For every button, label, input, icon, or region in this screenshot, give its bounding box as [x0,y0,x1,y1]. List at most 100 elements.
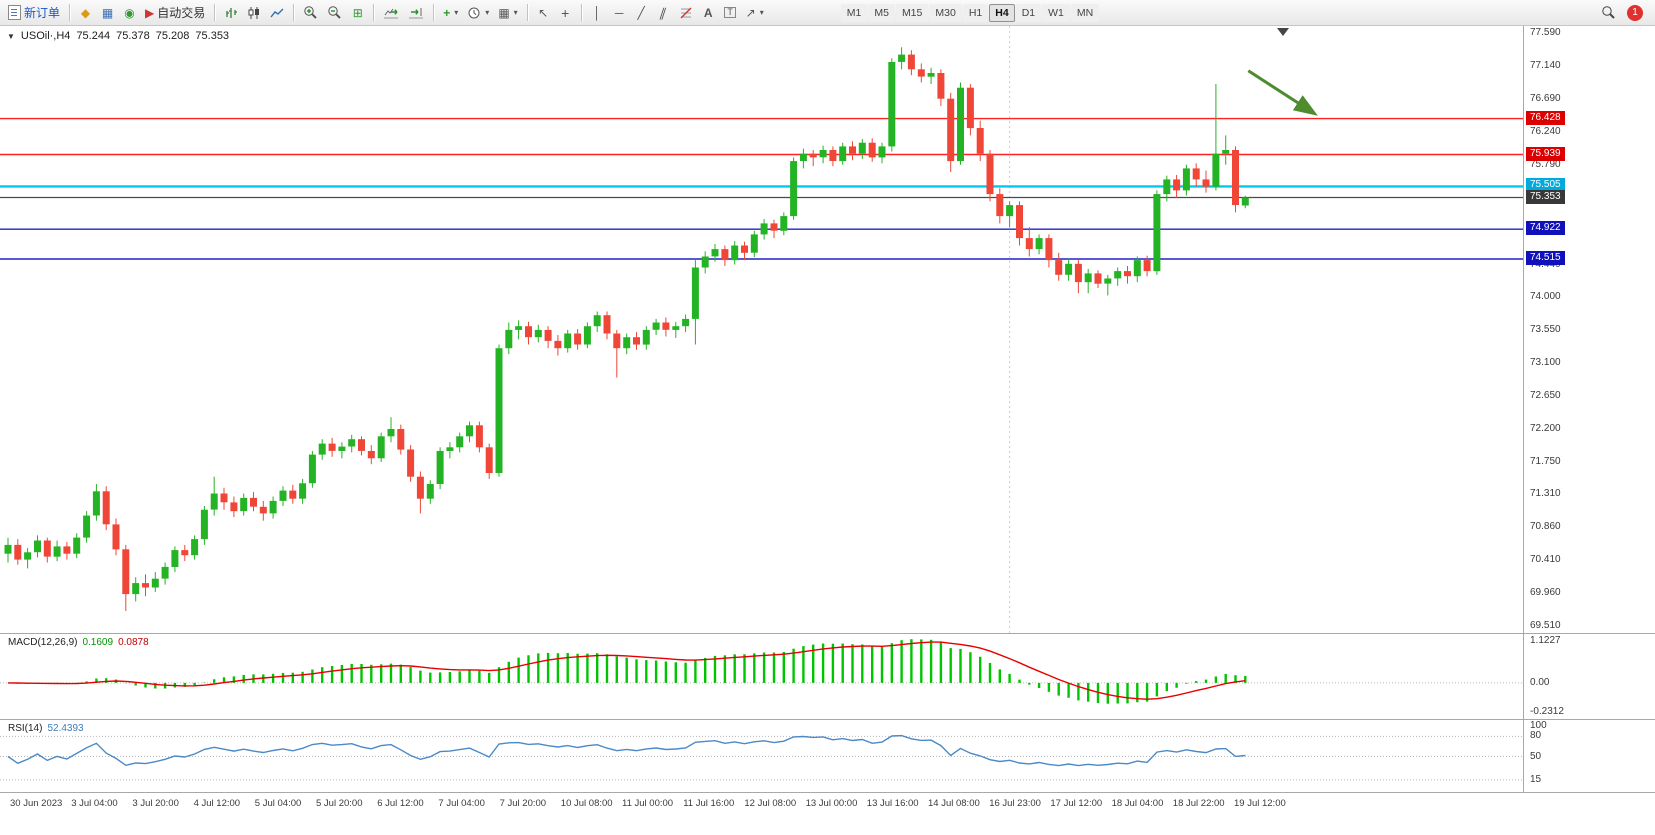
time-axis-label: 3 Jul 04:00 [71,798,118,809]
macd-axis-zero: 0.00 [1530,676,1550,688]
toolbar-separator [214,4,216,21]
crosshair-button[interactable]: + [555,2,576,23]
vertical-line-button[interactable]: │ [587,2,608,23]
one-click-trading-collapse-icon[interactable]: ▼ [7,31,15,41]
bar-chart-icon [226,7,238,18]
candlestick-chart-icon [248,6,260,19]
time-axis-label: 13 Jul 16:00 [866,798,919,809]
macd-signal-value: 0.0878 [118,637,149,648]
time-axis-label: 5 Jul 04:00 [254,798,302,809]
price-scale[interactable]: 77.59077.14076.69076.24075.79074.44074.0… [1524,26,1655,633]
price-tick-label: 77.140 [1530,60,1561,72]
toolbar-separator [373,4,375,21]
time-axis-label: 10 Jul 08:00 [560,798,613,809]
tile-windows-button[interactable]: ⊞ [347,2,368,23]
zoom-out-button[interactable] [323,2,346,23]
market-watch-button[interactable]: ◆ [75,2,96,23]
macd-indicator-pane[interactable] [0,634,1523,719]
rsi-axis-label: 15 [1530,773,1542,785]
template-icon: ▦ [498,5,510,20]
time-axis-label: 7 Jul 04:00 [438,798,485,809]
candlestick-chart-button[interactable] [243,2,265,23]
trendline-button[interactable]: ╱ [631,2,652,23]
period-dropdown[interactable]: ▾ [463,2,493,23]
template-dropdown[interactable]: ▦ ▾ [494,2,521,23]
toolbar-separator [69,4,71,21]
crosshair-icon: + [561,4,570,21]
new-order-button[interactable]: 新订单 [4,2,64,23]
rsi-indicator-pane[interactable] [0,720,1523,793]
macd-axis-min: -0.2312 [1530,706,1564,717]
price-tick-label: 69.510 [1530,620,1561,632]
time-axis-label: 17 Jul 12:00 [1050,798,1103,809]
navigator-icon: ◉ [124,5,135,20]
bar-chart-button[interactable] [220,2,242,23]
macd-label-line: MACD(12,26,9) 0.1609 0.0878 [8,637,149,648]
timeframe-m5-button[interactable]: M5 [868,3,895,22]
notification-badge[interactable]: 1 [1627,4,1643,21]
pane-splitter[interactable] [0,633,1655,634]
text-tool-button[interactable]: A [698,2,719,23]
text-label-icon: T [724,7,736,18]
timeframe-h4-button[interactable]: H4 [989,3,1015,22]
chevron-down-icon: ▾ [485,8,490,17]
timeframe-m1-button[interactable]: M1 [840,3,868,22]
zoom-in-button[interactable] [299,2,322,23]
time-axis-label: 11 Jul 16:00 [683,798,735,809]
toolbar-separator [433,4,435,21]
channel-button[interactable]: ∥ [653,2,674,23]
timeframe-d1-button[interactable]: D1 [1015,3,1042,22]
search-icon [1602,6,1615,19]
auto-trading-button[interactable]: ▶ 自动交易 [141,2,209,23]
chart-window-icon: ▦ [101,5,114,20]
price-tick-label: 70.860 [1530,521,1561,533]
timeframe-m15-button[interactable]: M15 [895,3,929,22]
timeframe-h1-button[interactable]: H1 [962,3,989,22]
auto-scroll-icon [384,8,399,18]
cursor-icon: ↖ [538,5,549,20]
label-tool-button[interactable]: T [720,2,741,23]
search-button[interactable] [1597,2,1620,23]
timeframe-w1-button[interactable]: W1 [1042,3,1070,22]
macd-main-value: 0.1609 [82,637,114,648]
pane-splitter[interactable] [0,719,1655,720]
chart-shift-button[interactable] [404,2,428,23]
fibonacci-icon [680,7,692,18]
navigator-button[interactable]: ◉ [119,2,140,23]
ohlc-open: 75.244 [76,30,111,42]
price-chart-pane[interactable] [0,26,1523,633]
horizontal-line-button[interactable]: ─ [609,2,630,23]
price-line-label: 74.922 [1526,221,1565,236]
ohlc-low: 75.208 [155,30,190,42]
symbol-period-label: USOil·,H4 [20,30,71,42]
line-chart-icon [270,8,284,17]
rsi-scale[interactable]: 100 80 50 15 [1524,720,1655,793]
time-axis-label: 13 Jul 00:00 [805,798,858,809]
fibonacci-button[interactable] [675,2,697,23]
rsi-axis-label: 80 [1530,730,1542,742]
time-axis-label: 19 Jul 12:00 [1234,798,1286,809]
macd-axis-max: 1.1227 [1530,635,1561,646]
clock-icon [468,7,480,18]
auto-scroll-button[interactable] [379,2,403,23]
shapes-dropdown[interactable]: ↗ ▾ [742,2,768,23]
rsi-axis-label: 50 [1530,750,1542,762]
chart-window-button[interactable]: ▦ [97,2,118,23]
cursor-button[interactable]: ↖ [533,2,554,23]
timeframe-m30-button[interactable]: M30 [929,3,962,22]
time-axis[interactable]: 30 Jun 2023 3 Jul 04:00 3 Jul 20:00 4 Jul 1… [0,792,1655,815]
tile-windows-icon: ⊞ [352,5,363,20]
new-chart-dropdown[interactable]: + ▾ [439,2,462,23]
time-axis-label: 4 Jul 12:00 [193,798,241,809]
timeframe-mn-button[interactable]: MN [1070,3,1100,22]
vertical-line-icon: │ [593,5,601,20]
chart-shift-icon [409,7,424,18]
time-axis-label: 6 Jul 12:00 [377,798,424,809]
price-line-label: 75.505 [1526,178,1565,193]
price-line-label: 76.428 [1526,110,1565,125]
line-chart-button[interactable] [266,2,288,23]
arrow-annotation [1247,69,1318,116]
macd-scale[interactable]: 1.1227 0.00 -0.2312 [1524,634,1655,719]
chart-info-line: ▼ USOil·,H4 75.244 75.378 75.208 75.353 [7,30,229,42]
